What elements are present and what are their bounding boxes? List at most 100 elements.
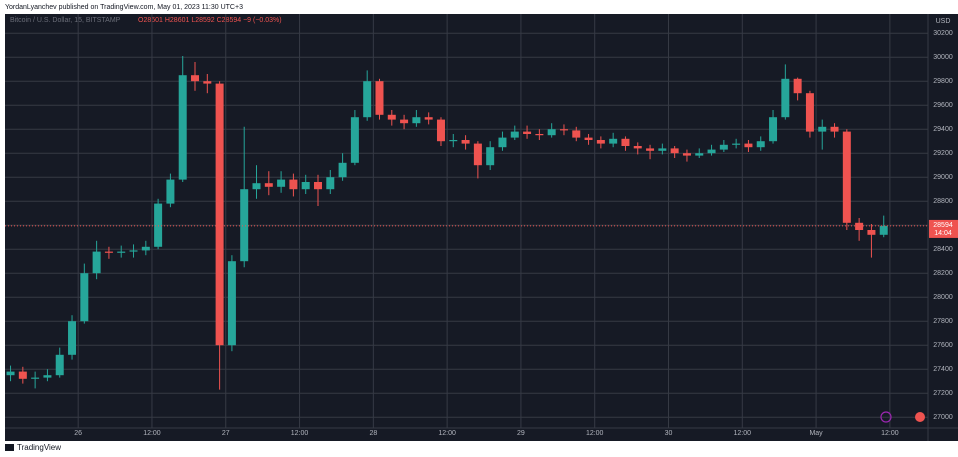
- candle-body: [227, 261, 236, 346]
- candle-body: [547, 129, 556, 136]
- candle-body: [400, 119, 409, 124]
- publisher-line: YordanLyanchev published on TradingView.…: [5, 4, 243, 11]
- candle-body: [559, 129, 568, 131]
- candle-body: [732, 143, 741, 145]
- candle-body: [338, 162, 347, 178]
- candle-body: [461, 140, 470, 144]
- x-tick-label: 27: [222, 430, 230, 437]
- x-tick-label: 30: [665, 430, 673, 437]
- y-tick-label: 30200: [933, 30, 953, 37]
- x-tick-label: 12:00: [734, 430, 752, 437]
- x-tick-label: 28: [369, 430, 377, 437]
- x-tick-label: 12:00: [438, 430, 456, 437]
- y-tick-label: 29600: [933, 102, 953, 109]
- y-tick-label: 30000: [933, 54, 953, 61]
- candle-body: [584, 137, 593, 140]
- candle-body: [744, 143, 753, 148]
- candle-body: [879, 225, 888, 235]
- y-tick-label: 28400: [933, 246, 953, 253]
- candle-body: [769, 117, 778, 142]
- candle-body: [498, 137, 507, 148]
- y-tick-label: 27600: [933, 342, 953, 349]
- y-tick-label: 29200: [933, 150, 953, 157]
- y-tick-label: 27800: [933, 318, 953, 325]
- ohlc-legend: O28601 H28601 L28592 C28594 −9 (−0.03%): [138, 17, 282, 24]
- candle-body: [363, 81, 372, 118]
- candle-body: [117, 251, 126, 253]
- y-tick-label: 29800: [933, 78, 953, 85]
- candle-body: [793, 78, 802, 94]
- candle-body: [646, 148, 655, 151]
- y-tick-label: 29400: [933, 126, 953, 133]
- candle-body: [55, 354, 64, 376]
- plot: [6, 56, 888, 390]
- y-tick-label: 27200: [933, 390, 953, 397]
- chart-icons: [880, 411, 925, 423]
- candle-body: [621, 138, 630, 146]
- candle-body: [277, 179, 286, 187]
- candle-body: [707, 149, 716, 154]
- x-tick-label: 26: [74, 430, 82, 437]
- candle-body: [756, 141, 765, 148]
- candle-body: [596, 140, 605, 144]
- candle-body: [695, 153, 704, 156]
- candle-body: [350, 117, 359, 163]
- candle-body: [289, 179, 298, 190]
- candle-body: [572, 130, 581, 138]
- candle-body: [191, 75, 200, 82]
- candle-body: [818, 126, 827, 132]
- last-price-box: [929, 219, 958, 238]
- candle-body: [805, 93, 814, 132]
- y-tick-label: 27400: [933, 366, 953, 373]
- candle-body: [18, 371, 27, 379]
- x-tick-label: 12:00: [881, 430, 899, 437]
- logo-mark: [5, 444, 14, 451]
- candle-body: [855, 222, 864, 230]
- candle-body: [43, 375, 52, 378]
- candle-body: [301, 182, 310, 190]
- x-tick-label: 12:00: [586, 430, 604, 437]
- chart-background: [5, 14, 958, 441]
- candle-body: [486, 147, 495, 166]
- candle-body: [264, 183, 273, 187]
- candle-body: [326, 177, 335, 190]
- last-price-label: 28594: [933, 222, 953, 229]
- candle-body: [535, 134, 544, 136]
- candle-body: [830, 126, 839, 132]
- candle-body: [313, 182, 322, 190]
- y-tick-label: 28200: [933, 270, 953, 277]
- candle-body: [104, 251, 113, 253]
- candle-body: [375, 81, 384, 115]
- axis-unit: USD: [936, 18, 951, 25]
- candle-body: [252, 183, 261, 190]
- candle-body: [633, 146, 642, 149]
- y-tick-label: 27000: [933, 414, 953, 421]
- candle-body: [449, 140, 458, 142]
- candle-body: [154, 203, 163, 247]
- candle-body: [166, 179, 175, 204]
- candle-body: [609, 138, 618, 144]
- x-tick-label: 12:00: [143, 430, 161, 437]
- y-tick-label: 28000: [933, 294, 953, 301]
- countdown-label: 14:04: [934, 230, 952, 237]
- x-tick-label: 29: [517, 430, 525, 437]
- x-tick-label: 12:00: [291, 430, 309, 437]
- event-icon: [880, 411, 892, 423]
- y-tick-label: 28800: [933, 198, 953, 205]
- candle-body: [842, 131, 851, 223]
- candle-body: [682, 153, 691, 156]
- candle-body: [412, 117, 421, 124]
- candle-body: [510, 131, 519, 138]
- candle-body: [68, 321, 77, 355]
- candle-body: [203, 81, 212, 84]
- grid: [5, 14, 928, 428]
- candle-body: [658, 148, 667, 151]
- candle-body: [424, 117, 433, 120]
- candle-body: [781, 78, 790, 118]
- event-icon: [915, 412, 925, 422]
- y-tick-label: 29000: [933, 174, 953, 181]
- candle-body: [473, 143, 482, 166]
- candle-body: [129, 250, 138, 252]
